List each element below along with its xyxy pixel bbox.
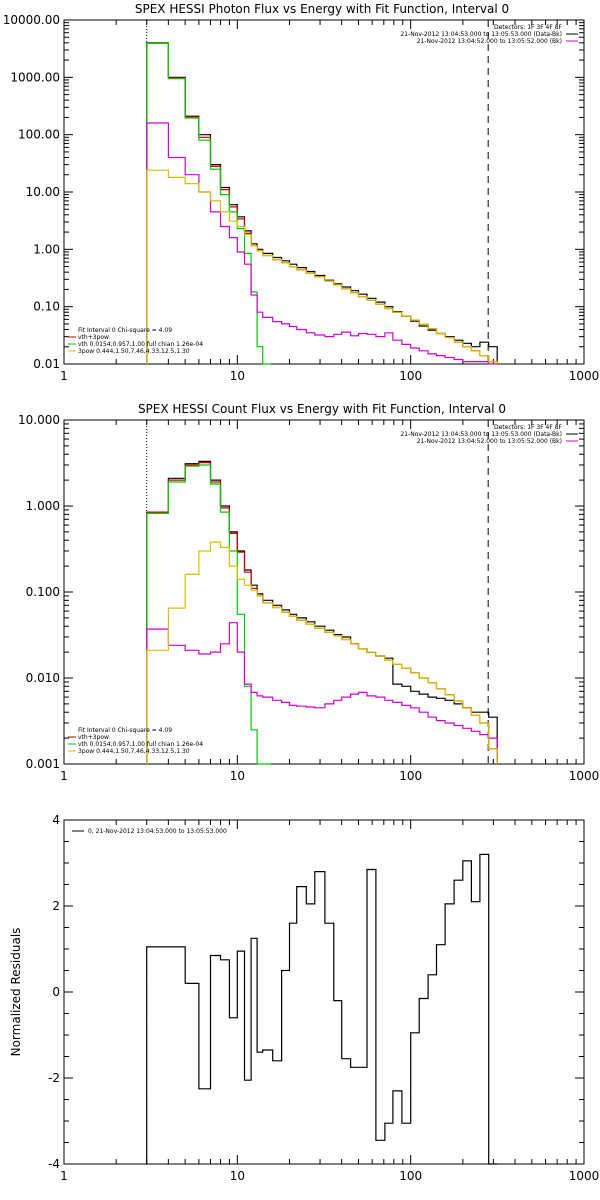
- series-line: [146, 122, 498, 365]
- x-tick-label: 1: [60, 1169, 68, 1183]
- legend-entry: 21-Nov-2012 13:04:53.000 to 13:05:53.000…: [400, 431, 562, 438]
- legend-entry: 21-Nov-2012 13:04:53.000 to 13:05:53.000…: [400, 31, 562, 38]
- legend-entry: Detectors: 1F 3F 4F 8F: [494, 24, 563, 31]
- legend-entry: Fit Interval 0 Chi-square = 4.09: [78, 727, 172, 734]
- photon-flux-chart: SPEX HESSI Photon Flux vs Energy with Fi…: [3, 2, 600, 383]
- x-tick-label: 100: [399, 369, 422, 383]
- axis-ticks: 1 10 100 1000 0.01 0.10 1.00 10.00 100.00 1000.00…: [3, 13, 600, 383]
- x-tick-label: 1000: [569, 1169, 600, 1183]
- y-tick-label: 0.01: [33, 357, 60, 371]
- y-tick-label: 10.00: [26, 185, 60, 199]
- y-tick-label: 10000.00: [3, 13, 60, 27]
- legend-bottom-left: Fit Interval 0 Chi-square = 4.09vth+3pow…: [68, 727, 203, 755]
- legend: 0, 21-Nov-2012 13:04:53.000 to 13:05:53.…: [72, 828, 227, 835]
- legend-entry: 3pow 0.444,1.50,7.46,4.33,12.5,1.30: [78, 748, 190, 755]
- legend-entry: 21-Nov-2012 13:04:52.000 to 13:05:52.000…: [417, 438, 562, 445]
- count-flux-chart: SPEX HESSI Count Flux vs Energy with Fit…: [18, 402, 599, 783]
- vertical-markers: [146, 420, 489, 764]
- series-line: [146, 42, 498, 364]
- x-tick-label: 10: [230, 769, 245, 783]
- y-axis-label: Normalized Residuals: [9, 928, 23, 1057]
- legend-entry: 0, 21-Nov-2012 13:04:53.000 to 13:05:53.…: [88, 828, 227, 835]
- axis-ticks: 1 10 100 1000 0.001 0.010 0.100 1.000 10.000: [18, 413, 599, 783]
- x-tick-label: 10: [230, 1169, 245, 1183]
- axis-ticks: 1 10 100 1000 -4 -2 0 2 4: [48, 813, 599, 1183]
- legend-entry: 3pow 0.444,1.50,7.46,4.33,12.5,1.30: [78, 348, 190, 355]
- series-line: [146, 42, 498, 364]
- series-lines: [146, 853, 498, 1165]
- series-line: [146, 169, 498, 364]
- y-tick-label: 1000.00: [10, 70, 60, 84]
- y-tick-label: 0.10: [33, 300, 60, 314]
- x-tick-label: 1000: [569, 369, 600, 383]
- chart-title: SPEX HESSI Photon Flux vs Energy with Fi…: [135, 2, 509, 16]
- series-lines: [146, 42, 498, 365]
- y-tick-label: 0.010: [26, 671, 60, 685]
- plot-frame: [63, 419, 585, 765]
- y-tick-label: 0.001: [26, 757, 60, 771]
- y-tick-label: 1.00: [33, 242, 60, 256]
- x-tick-label: 10: [230, 369, 245, 383]
- series-line: [146, 464, 272, 765]
- legend-entry: vth+3pow: [78, 734, 109, 741]
- x-tick-label: 1: [60, 769, 68, 783]
- legend-entry: 21-Nov-2012 13:04:52.000 to 13:05:52.000…: [417, 38, 562, 45]
- plot-frame: [63, 19, 585, 365]
- y-tick-label: 0: [52, 985, 60, 999]
- x-tick-label: 100: [399, 1169, 422, 1183]
- x-tick-label: 1000: [569, 769, 600, 783]
- x-tick-label: 100: [399, 769, 422, 783]
- legend-entry: vth+3pow: [78, 334, 109, 341]
- legend-entry: vth 0.0154,0.957,1.00 full chian 1.26e-0…: [78, 341, 203, 348]
- y-tick-label: 2: [52, 899, 60, 913]
- legend-bottom-left: Fit Interval 0 Chi-square = 4.09vth+3pow…: [68, 327, 203, 355]
- series-line: [146, 42, 272, 365]
- series-line: [146, 853, 498, 1165]
- y-tick-label: -2: [48, 1071, 60, 1085]
- x-tick-label: 1: [60, 369, 68, 383]
- series-line: [146, 622, 498, 764]
- legend-entry: vth 0.0154,0.957,1.00 full chian 1.26e-0…: [78, 741, 203, 748]
- series-line: [146, 462, 498, 764]
- legend-entry: Fit Interval 0 Chi-square = 4.09: [78, 327, 172, 334]
- y-tick-label: -4: [48, 1157, 60, 1171]
- y-tick-label: 4: [52, 813, 60, 827]
- chart-title: SPEX HESSI Count Flux vs Energy with Fit…: [138, 402, 506, 416]
- series-lines: [146, 460, 498, 765]
- y-tick-label: 1.000: [26, 499, 60, 513]
- series-line: [146, 460, 498, 764]
- residuals-chart: Normalized Residuals 1 10 100 1000 -4 -2 0 2 4 0…: [9, 813, 599, 1183]
- y-tick-label: 0.100: [26, 585, 60, 599]
- series-line: [146, 541, 498, 764]
- y-tick-label: 10.000: [18, 413, 60, 427]
- legend-entry: Detectors: 1F 3F 4F 8F: [494, 424, 563, 431]
- y-tick-label: 100.00: [18, 128, 60, 142]
- vertical-markers: [146, 20, 489, 364]
